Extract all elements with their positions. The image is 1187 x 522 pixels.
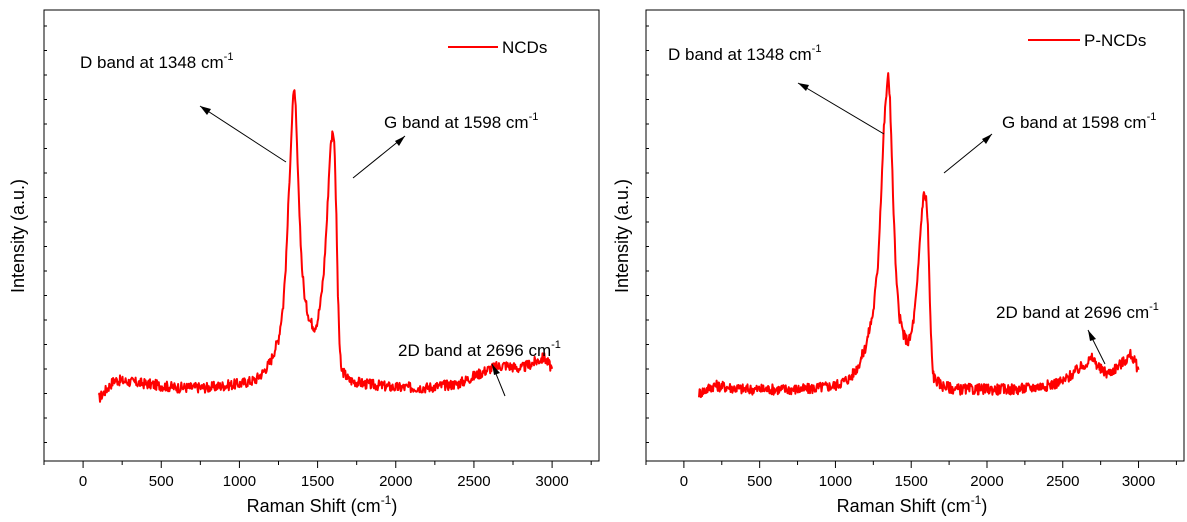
x-axis-ticks	[683, 461, 1140, 468]
annotation-g-band-text: G band at 1598 cm-1	[1002, 111, 1156, 132]
x-axis-minor-ticks	[43, 461, 592, 465]
chart-panel-ncds: 0 500 1000 1500 2000 2500 3000 Intensity (a.u.…	[8, 9, 600, 516]
x-tick-label: 0	[680, 473, 688, 490]
annotation-d-band: D band at 1348 cm-1	[668, 43, 885, 135]
arrowhead	[395, 136, 405, 146]
plot-frame	[645, 9, 1185, 462]
x-tick-label: 2000	[379, 473, 412, 490]
x-tick-label: 2500	[1046, 473, 1079, 490]
series-line-ncds	[97, 89, 554, 403]
y-axis-label: Intensity (a.u.)	[8, 179, 28, 293]
annotation-2d-band: 2D band at 2696 cm-1	[398, 339, 561, 397]
x-tick-label: 2000	[970, 473, 1003, 490]
arrowhead	[200, 106, 211, 115]
x-axis-label: Raman Shift (cm-1)	[247, 493, 398, 516]
legend: NCDs	[448, 38, 547, 57]
x-tick-label: 3000	[1122, 473, 1155, 490]
legend-label: NCDs	[502, 38, 547, 57]
x-tick-label: 3000	[535, 473, 568, 490]
x-tick-labels: 0 500 1000 1500 2000 2500 3000	[680, 473, 1156, 490]
x-axis-minor-ticks	[645, 461, 1177, 465]
arrowhead	[798, 83, 809, 91]
legend: P-NCDs	[1028, 31, 1146, 50]
x-axis-label: Raman Shift (cm-1)	[837, 493, 988, 516]
annotation-d-band: D band at 1348 cm-1	[80, 51, 287, 163]
plot-frame	[43, 9, 600, 462]
x-axis-ticks	[82, 461, 553, 468]
annotation-2d-band: 2D band at 2696 cm-1	[996, 301, 1159, 365]
annotation-g-band: G band at 1598 cm-1	[943, 111, 1156, 174]
annotation-d-band-text: D band at 1348 cm-1	[668, 43, 821, 64]
annotation-d-band-arrow	[199, 105, 287, 163]
x-tick-label: 1000	[819, 473, 852, 490]
annotation-2d-band-text: 2D band at 2696 cm-1	[996, 301, 1159, 322]
y-axis-ticks	[646, 25, 649, 443]
chart-panel-p-ncds: 0 500 1000 1500 2000 2500 3000 Intensity (a.u.…	[612, 9, 1185, 516]
y-axis-ticks	[44, 25, 47, 443]
x-tick-label: 2500	[457, 473, 490, 490]
x-tick-label: 500	[747, 473, 772, 490]
x-tick-label: 1000	[223, 473, 256, 490]
annotation-2d-band-text: 2D band at 2696 cm-1	[398, 339, 561, 360]
arrowhead	[982, 134, 992, 144]
annotation-g-band-arrow	[352, 135, 406, 179]
x-tick-label: 500	[149, 473, 174, 490]
annotation-d-band-text: D band at 1348 cm-1	[80, 51, 233, 72]
x-tick-labels: 0 500 1000 1500 2000 2500 3000	[79, 473, 569, 490]
series-line-p-ncds	[698, 72, 1140, 399]
y-axis-label: Intensity (a.u.)	[612, 179, 632, 293]
x-tick-label: 1500	[301, 473, 334, 490]
arrowhead	[492, 364, 500, 375]
x-tick-label: 0	[79, 473, 87, 490]
arrowhead	[1088, 330, 1096, 341]
annotation-g-band: G band at 1598 cm-1	[352, 111, 538, 179]
annotation-d-band-arrow	[797, 82, 885, 135]
legend-label: P-NCDs	[1084, 31, 1146, 50]
annotation-g-band-text: G band at 1598 cm-1	[384, 111, 538, 132]
x-tick-label: 1500	[895, 473, 928, 490]
